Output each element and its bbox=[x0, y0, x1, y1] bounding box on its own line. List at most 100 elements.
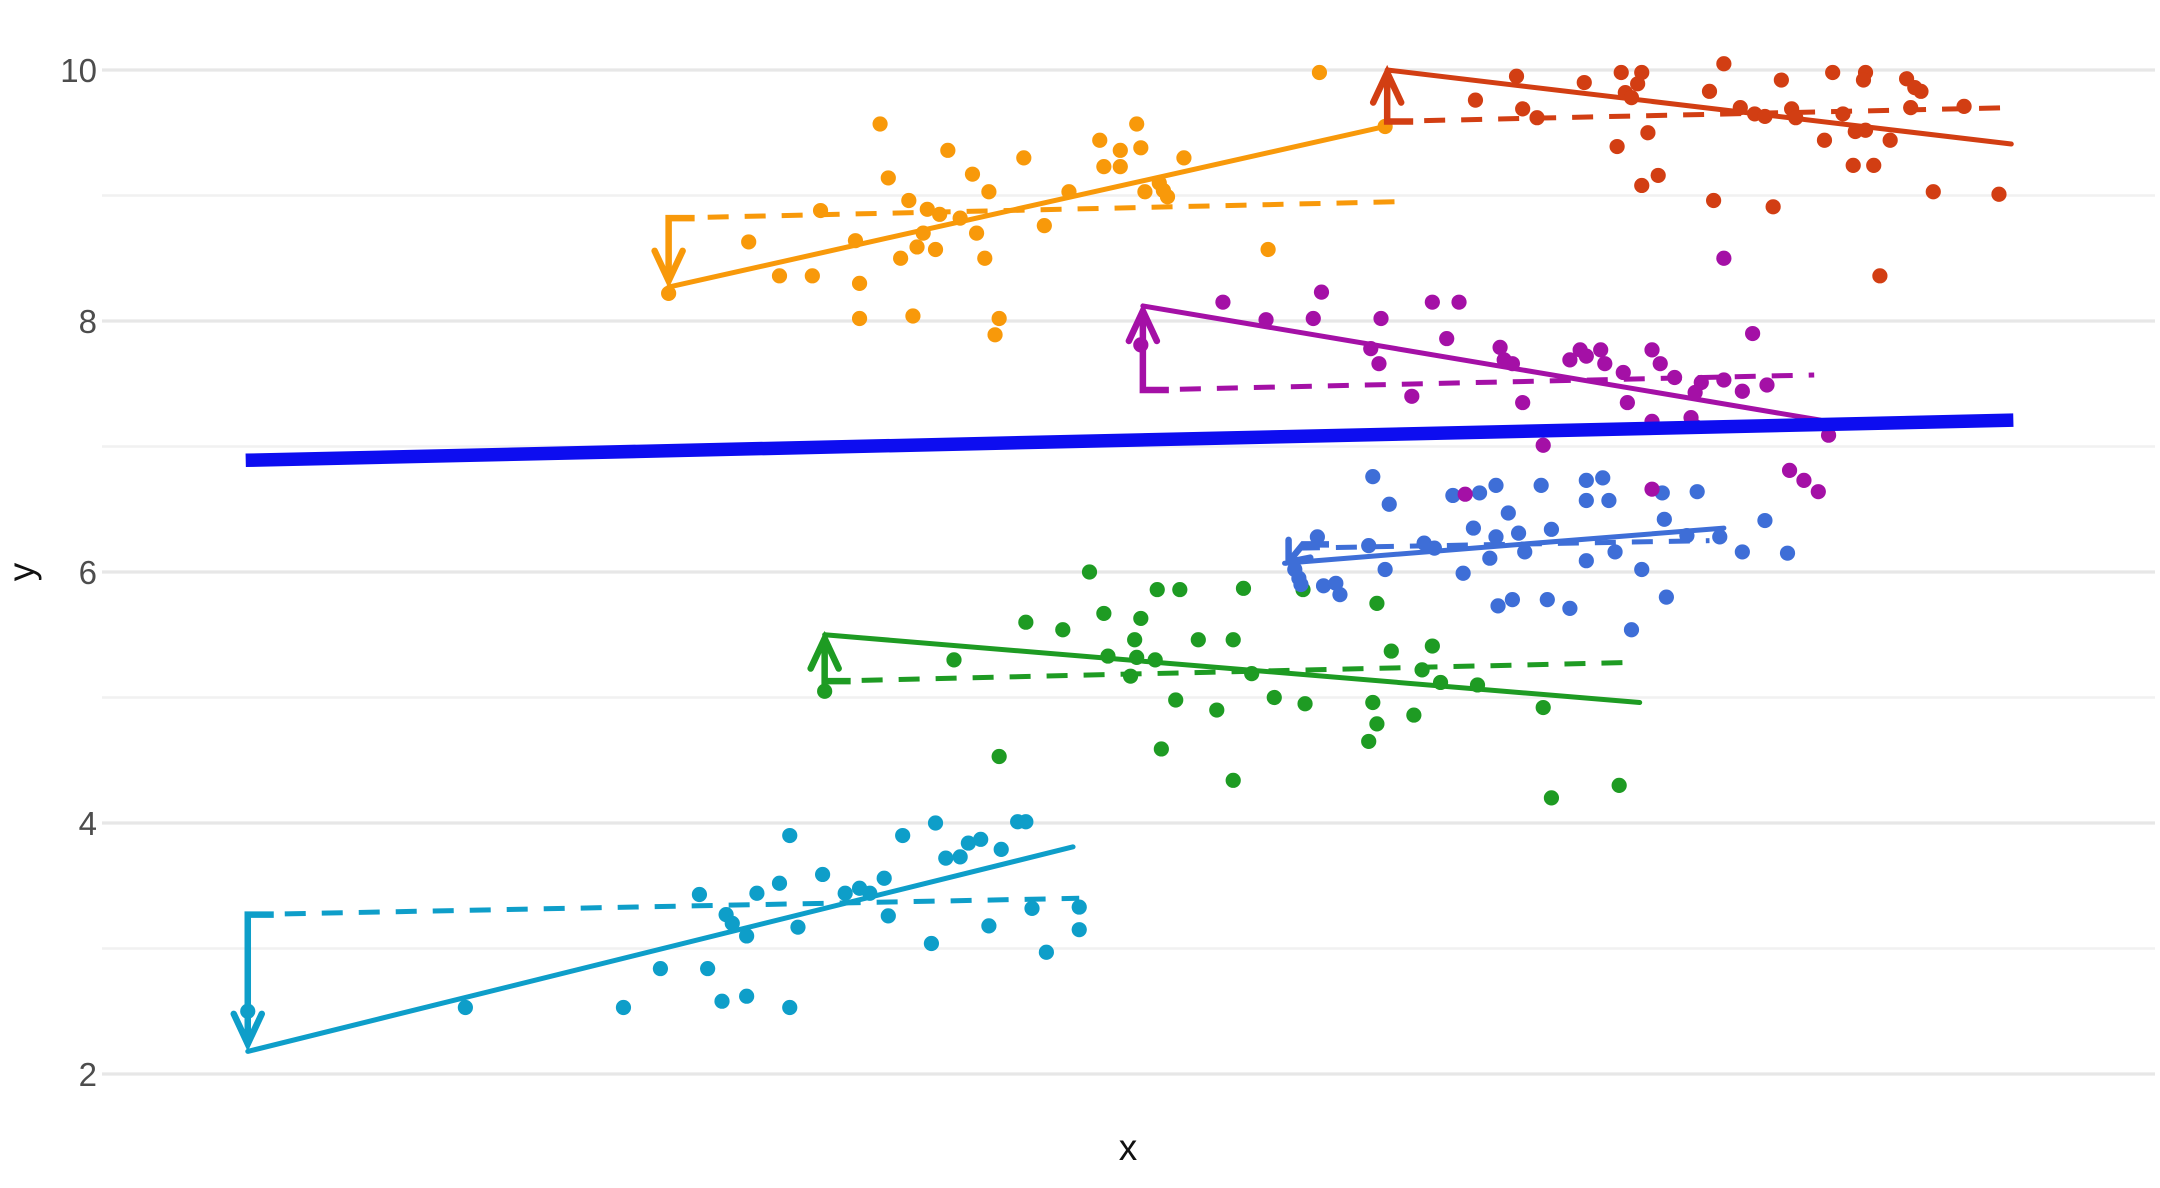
group-orange-point bbox=[932, 206, 948, 222]
group-teal-point bbox=[691, 886, 708, 903]
group-teal-point bbox=[927, 815, 944, 831]
group-teal-point bbox=[714, 993, 730, 1009]
group-blue-point bbox=[1377, 561, 1393, 578]
group-purple-point bbox=[1781, 462, 1798, 478]
group-blue-point bbox=[1607, 544, 1623, 560]
group-orange-point bbox=[1016, 150, 1032, 166]
group-orange-point bbox=[1159, 189, 1176, 205]
overall-trend-line bbox=[245, 413, 2014, 468]
group-teal-point bbox=[895, 827, 911, 844]
group-red-point bbox=[1773, 72, 1789, 88]
group-teal-point bbox=[771, 875, 788, 891]
x-axis-title: x bbox=[1119, 1127, 1138, 1168]
group-green-point bbox=[1365, 694, 1381, 711]
y-tick-label: 10 bbox=[60, 52, 97, 89]
group-blue-point bbox=[1293, 576, 1309, 593]
group-purple-point bbox=[1515, 394, 1531, 411]
group-purple-point bbox=[1562, 352, 1578, 368]
group-blue-point bbox=[1309, 529, 1325, 545]
group-green-point bbox=[1122, 668, 1139, 684]
group-red-point bbox=[1913, 83, 1929, 99]
group-blue-point bbox=[1365, 469, 1381, 485]
y-tick-labels: 10 8 6 4 2 bbox=[60, 52, 97, 1093]
group-orange-point bbox=[1061, 184, 1077, 200]
group-green-dashed-line bbox=[824, 659, 1634, 684]
group-green-point bbox=[1149, 581, 1165, 598]
group-green-point bbox=[1369, 595, 1385, 611]
group-green-point bbox=[1168, 692, 1184, 708]
group-orange-point bbox=[893, 250, 909, 266]
group-red-point bbox=[1609, 138, 1625, 155]
group-purple-point bbox=[1305, 310, 1321, 327]
group-purple-point bbox=[1373, 310, 1389, 327]
group-teal-point bbox=[790, 919, 806, 935]
group-green-point bbox=[1361, 733, 1377, 750]
group-orange-point bbox=[851, 310, 868, 327]
y-tick-label: 4 bbox=[79, 805, 97, 842]
group-orange-point bbox=[1112, 159, 1128, 175]
group-purple-point bbox=[1593, 342, 1609, 358]
y-tick-label: 6 bbox=[79, 554, 97, 591]
group-purple-solid-line bbox=[1140, 303, 1823, 423]
group-blue-point bbox=[1578, 492, 1594, 509]
group-red-point bbox=[1716, 56, 1732, 72]
group-orange-point bbox=[880, 170, 896, 186]
group-red-point bbox=[1701, 83, 1718, 99]
group-orange-point bbox=[1096, 159, 1112, 175]
group-blue-solid-line bbox=[1282, 525, 1727, 566]
group-orange-arrow bbox=[651, 214, 695, 289]
group-blue-point bbox=[1510, 525, 1527, 541]
group-red-point bbox=[1872, 268, 1888, 284]
group-blue-point bbox=[1482, 550, 1498, 566]
group-orange-point bbox=[981, 184, 997, 200]
group-teal-point bbox=[457, 999, 473, 1016]
group-teal-point bbox=[880, 908, 896, 924]
group-red-point bbox=[1515, 101, 1531, 117]
group-teal-point bbox=[739, 988, 755, 1004]
group-green-point bbox=[1406, 707, 1422, 723]
group-orange-point bbox=[1133, 140, 1149, 156]
group-green-point bbox=[1297, 696, 1313, 712]
group-green-point bbox=[1147, 652, 1163, 668]
group-purple-dashed-line bbox=[1142, 372, 1815, 393]
group-red-point bbox=[1866, 157, 1882, 173]
group-orange-dashed-line bbox=[670, 199, 1396, 221]
group-blue-point bbox=[1471, 485, 1488, 501]
group-orange-point bbox=[964, 166, 981, 182]
group-green-point bbox=[1096, 605, 1112, 622]
group-red-point bbox=[1845, 157, 1861, 173]
gridlines bbox=[102, 68, 2155, 1076]
group-red-point bbox=[1757, 108, 1773, 125]
group-orange-point bbox=[872, 116, 888, 132]
group-orange-point bbox=[927, 241, 944, 258]
group-teal-point bbox=[724, 915, 740, 932]
group-orange-point bbox=[851, 275, 868, 291]
group-teal-point bbox=[960, 835, 976, 851]
group-purple-point bbox=[1258, 312, 1274, 328]
group-blue-point bbox=[1562, 600, 1578, 616]
group-purple-point bbox=[1215, 294, 1231, 310]
group-blue-point bbox=[1601, 492, 1617, 509]
group-red-point bbox=[1855, 72, 1872, 88]
group-blue-point bbox=[1488, 529, 1504, 545]
group-red-point bbox=[1706, 192, 1722, 209]
group-green-point bbox=[1414, 662, 1430, 678]
group-red-point bbox=[1623, 90, 1640, 106]
group-purple-point bbox=[1810, 484, 1826, 500]
group-blue-point bbox=[1779, 545, 1796, 561]
group-green-point bbox=[1469, 677, 1486, 693]
group-blue-point bbox=[1689, 484, 1705, 500]
group-teal-point bbox=[952, 849, 968, 865]
group-purple-point bbox=[1619, 394, 1635, 411]
group-blue-point bbox=[1426, 540, 1442, 556]
group-red-point bbox=[1634, 177, 1650, 194]
group-red-point bbox=[1765, 199, 1781, 215]
group-green-point bbox=[991, 748, 1007, 765]
group-orange-point bbox=[952, 210, 968, 226]
group-orange-point bbox=[977, 250, 993, 266]
group-purple-point bbox=[1796, 472, 1812, 488]
group-teal-point bbox=[973, 831, 989, 847]
group-orange-solid-line bbox=[666, 123, 1388, 290]
group-orange-point bbox=[804, 268, 820, 284]
